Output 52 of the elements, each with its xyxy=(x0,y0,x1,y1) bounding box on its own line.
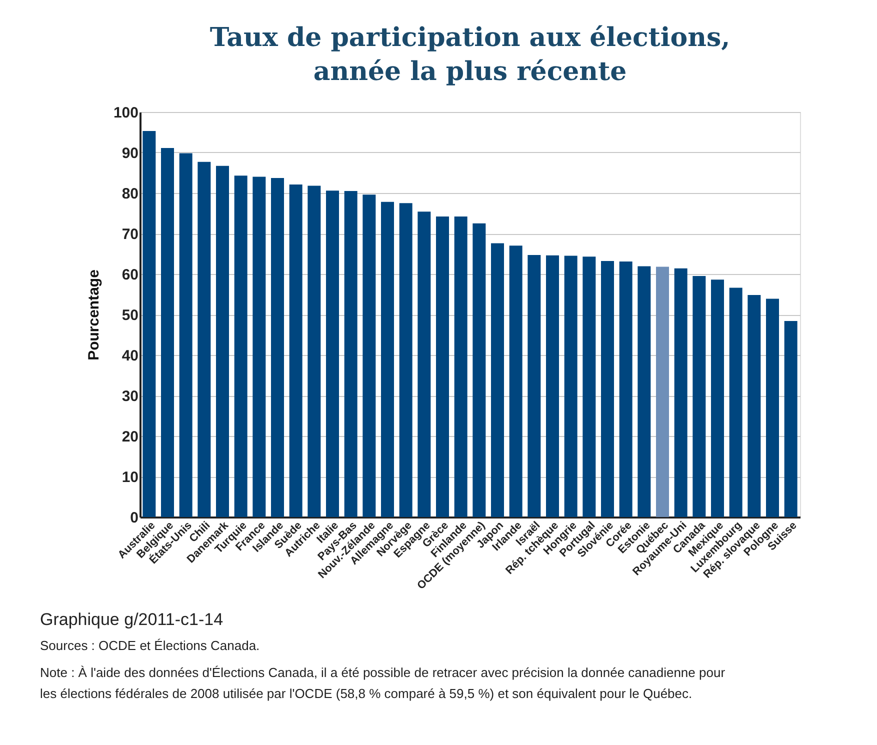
bar xyxy=(528,254,541,517)
bar xyxy=(601,261,614,517)
y-tick-label: 80 xyxy=(122,186,138,202)
y-tick-label: 70 xyxy=(122,226,138,243)
bar xyxy=(161,148,174,517)
bar xyxy=(308,186,321,517)
bar xyxy=(619,261,632,517)
bar xyxy=(381,202,394,517)
bar xyxy=(362,194,376,517)
bar xyxy=(472,223,486,517)
bar xyxy=(711,280,724,517)
y-tick-label: 10 xyxy=(122,469,138,486)
y-tick-label: 0 xyxy=(130,510,138,526)
y-tick-label: 60 xyxy=(122,266,138,284)
bar xyxy=(326,190,339,517)
bar xyxy=(234,176,248,517)
bar xyxy=(656,266,669,517)
chart-title: Taux de participation aux élections, année la plus récente xyxy=(210,23,730,87)
bar xyxy=(729,288,742,517)
bar xyxy=(179,153,192,517)
source-note: Sources : OCDE et Élections Canada. xyxy=(40,638,260,653)
text: Graphique g/2011-c1-14 xyxy=(40,610,224,629)
text: Note : À l'aide des données d'Élections Canada, il a été possible de retracer avec précision la donnée canadienne pour les élections fédérales de 2008 utilisée par l'OCDE (58,8 % comparé à 59,5 %) et son équivalent pour le Québec. xyxy=(40,665,726,701)
bar xyxy=(454,216,468,517)
y-axis-title: Pourcentage xyxy=(85,270,102,360)
bar xyxy=(289,184,302,517)
bar xyxy=(418,212,431,517)
bar xyxy=(436,216,449,517)
bar xyxy=(748,295,761,517)
bar xyxy=(142,131,156,517)
y-tick-label: 20 xyxy=(122,428,138,446)
bar xyxy=(216,166,229,517)
bar xyxy=(674,268,688,517)
y-tick-label: 90 xyxy=(122,145,138,162)
bar xyxy=(344,190,358,517)
bar xyxy=(509,246,522,517)
bar xyxy=(271,178,284,517)
bar xyxy=(491,243,504,517)
bar xyxy=(692,276,706,517)
y-tick-label: 50 xyxy=(122,307,138,324)
bar xyxy=(638,266,651,517)
y-tick-label: 100 xyxy=(113,104,138,122)
y-tick-label: 30 xyxy=(122,388,138,405)
bar xyxy=(582,256,596,517)
bar xyxy=(784,320,798,517)
bar xyxy=(766,298,779,517)
bar xyxy=(198,162,211,517)
bar xyxy=(546,255,559,517)
bar xyxy=(252,176,266,517)
bar xyxy=(399,203,412,517)
y-tick-label: 40 xyxy=(122,348,138,364)
bar xyxy=(564,256,578,517)
